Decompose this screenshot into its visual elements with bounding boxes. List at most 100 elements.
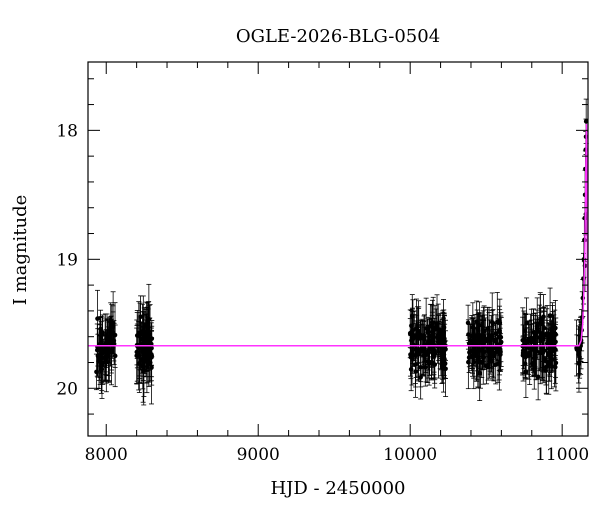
data-point xyxy=(498,339,504,345)
data-point xyxy=(547,313,553,318)
data-point xyxy=(147,338,153,343)
data-point xyxy=(425,330,430,335)
data-point xyxy=(481,328,487,334)
data-point xyxy=(549,348,555,353)
data-point xyxy=(430,337,435,342)
data-point xyxy=(466,359,471,365)
data-point xyxy=(99,363,105,368)
data-point xyxy=(470,324,476,330)
data-point xyxy=(529,347,534,352)
data-point xyxy=(552,331,558,337)
data-point xyxy=(467,350,472,355)
data-point xyxy=(487,338,493,343)
data-point xyxy=(147,348,152,353)
data-point xyxy=(544,359,549,364)
data-point xyxy=(109,348,114,353)
data-point xyxy=(97,355,102,361)
data-point xyxy=(532,346,538,352)
data-point xyxy=(443,366,448,372)
data-point xyxy=(419,335,425,341)
data-point xyxy=(441,330,447,335)
data-point xyxy=(441,356,447,361)
y-axis-label: I magnitude xyxy=(10,195,31,306)
x-tick-label: 9000 xyxy=(237,445,280,465)
error-bars xyxy=(93,98,589,406)
data-point xyxy=(535,329,540,334)
data-point xyxy=(552,357,557,362)
data-point xyxy=(100,332,105,337)
data-point xyxy=(136,353,142,359)
data-point xyxy=(526,353,532,358)
data-point xyxy=(489,319,495,325)
data-point xyxy=(110,324,116,330)
data-point xyxy=(481,349,487,355)
data-point xyxy=(524,320,529,326)
data-point xyxy=(521,337,527,343)
data-point xyxy=(494,349,499,355)
data-point xyxy=(409,313,415,319)
model-curve xyxy=(88,123,589,347)
data-point xyxy=(103,354,109,359)
data-point xyxy=(475,358,481,363)
data-point xyxy=(434,321,440,326)
data-point xyxy=(543,368,549,373)
data-point xyxy=(497,334,503,340)
data-point xyxy=(485,326,490,331)
data-point xyxy=(475,327,481,333)
data-point xyxy=(410,330,415,336)
data-point xyxy=(430,325,436,331)
data-point xyxy=(432,362,437,367)
data-point xyxy=(413,369,418,374)
data-point xyxy=(474,319,479,324)
data-point xyxy=(471,331,476,336)
data-point xyxy=(532,352,538,358)
data-point xyxy=(470,353,475,358)
data-point xyxy=(423,326,429,331)
data-point xyxy=(576,361,582,366)
data-point xyxy=(546,362,552,368)
data-point xyxy=(531,336,536,342)
data-point xyxy=(441,336,447,342)
data-point xyxy=(425,359,431,364)
data-point xyxy=(526,336,531,342)
data-point xyxy=(141,367,147,373)
data-point xyxy=(482,338,487,343)
y-tick-label: 18 xyxy=(56,121,78,141)
data-point xyxy=(426,350,432,355)
data-point xyxy=(149,353,154,358)
data-point xyxy=(537,334,543,340)
x-tick-label: 11000 xyxy=(535,445,589,465)
data-point xyxy=(553,339,558,345)
data-point xyxy=(430,320,435,325)
data-point xyxy=(435,335,441,340)
data-point xyxy=(497,320,503,326)
data-point xyxy=(477,322,482,328)
data-point xyxy=(429,333,435,339)
data-points xyxy=(94,119,589,380)
data-point xyxy=(477,370,482,376)
data-point xyxy=(144,358,150,364)
data-point xyxy=(477,347,483,353)
data-point xyxy=(522,328,528,334)
data-point xyxy=(497,361,502,366)
data-point xyxy=(104,359,109,365)
data-point xyxy=(112,353,118,359)
y-tick-label: 19 xyxy=(56,250,78,270)
data-point xyxy=(439,351,445,357)
model-line xyxy=(88,123,589,347)
data-point xyxy=(538,317,543,323)
data-point xyxy=(522,361,528,366)
data-point xyxy=(98,367,104,373)
data-point xyxy=(145,333,150,339)
data-point xyxy=(427,340,432,345)
data-point xyxy=(547,353,552,358)
data-point xyxy=(413,362,418,367)
data-point xyxy=(523,369,529,375)
data-point xyxy=(408,367,414,372)
data-point xyxy=(493,331,499,337)
data-point xyxy=(441,325,447,330)
data-point xyxy=(480,355,486,360)
data-point xyxy=(94,369,99,375)
data-point xyxy=(475,354,481,360)
axes: 8000 9000 10000 11000 18 19 20 xyxy=(56,61,589,465)
